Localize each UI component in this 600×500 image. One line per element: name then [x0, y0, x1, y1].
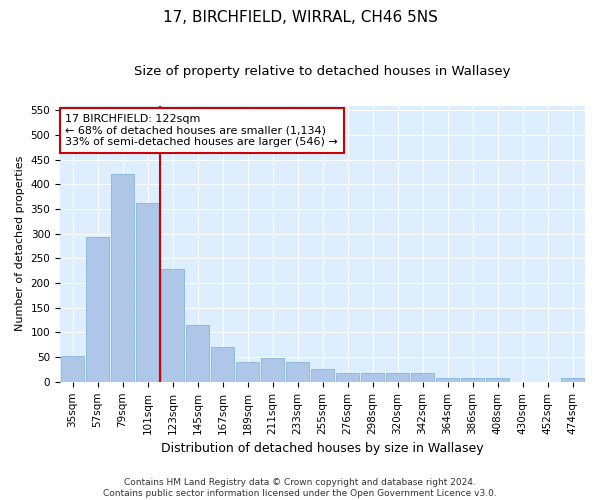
Bar	[86, 238, 109, 382]
Title: Size of property relative to detached houses in Wallasey: Size of property relative to detached ho…	[134, 65, 511, 78]
Text: 17, BIRCHFIELD, WIRRAL, CH46 5NS: 17, BIRCHFIELD, WIRRAL, CH46 5NS	[163, 10, 437, 25]
Text: 17 BIRCHFIELD: 122sqm
← 68% of detached houses are smaller (1,134)
33% of semi-d: 17 BIRCHFIELD: 122sqm ← 68% of detached …	[65, 114, 338, 147]
X-axis label: Distribution of detached houses by size in Wallasey: Distribution of detached houses by size …	[161, 442, 484, 455]
Bar	[436, 378, 459, 382]
Bar	[311, 370, 334, 382]
Bar	[336, 373, 359, 382]
Bar	[136, 202, 159, 382]
Bar	[161, 270, 184, 382]
Bar	[261, 358, 284, 382]
Bar	[236, 362, 259, 382]
Bar	[386, 373, 409, 382]
Bar	[111, 174, 134, 382]
Bar	[486, 378, 509, 382]
Bar	[361, 373, 384, 382]
Bar	[561, 378, 584, 382]
Bar	[411, 373, 434, 382]
Y-axis label: Number of detached properties: Number of detached properties	[15, 156, 25, 332]
Bar	[211, 348, 234, 382]
Bar	[186, 325, 209, 382]
Bar	[286, 362, 309, 382]
Bar	[461, 378, 484, 382]
Bar	[61, 356, 84, 382]
Text: Contains HM Land Registry data © Crown copyright and database right 2024.
Contai: Contains HM Land Registry data © Crown c…	[103, 478, 497, 498]
